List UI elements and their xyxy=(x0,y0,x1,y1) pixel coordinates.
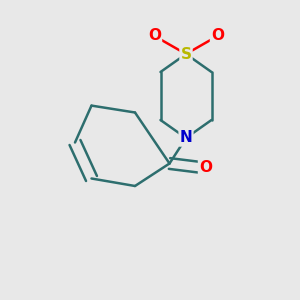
Text: O: O xyxy=(148,28,161,44)
Text: O: O xyxy=(211,28,224,44)
Text: S: S xyxy=(181,46,191,62)
Text: N: N xyxy=(180,130,192,146)
Text: O: O xyxy=(199,160,212,175)
